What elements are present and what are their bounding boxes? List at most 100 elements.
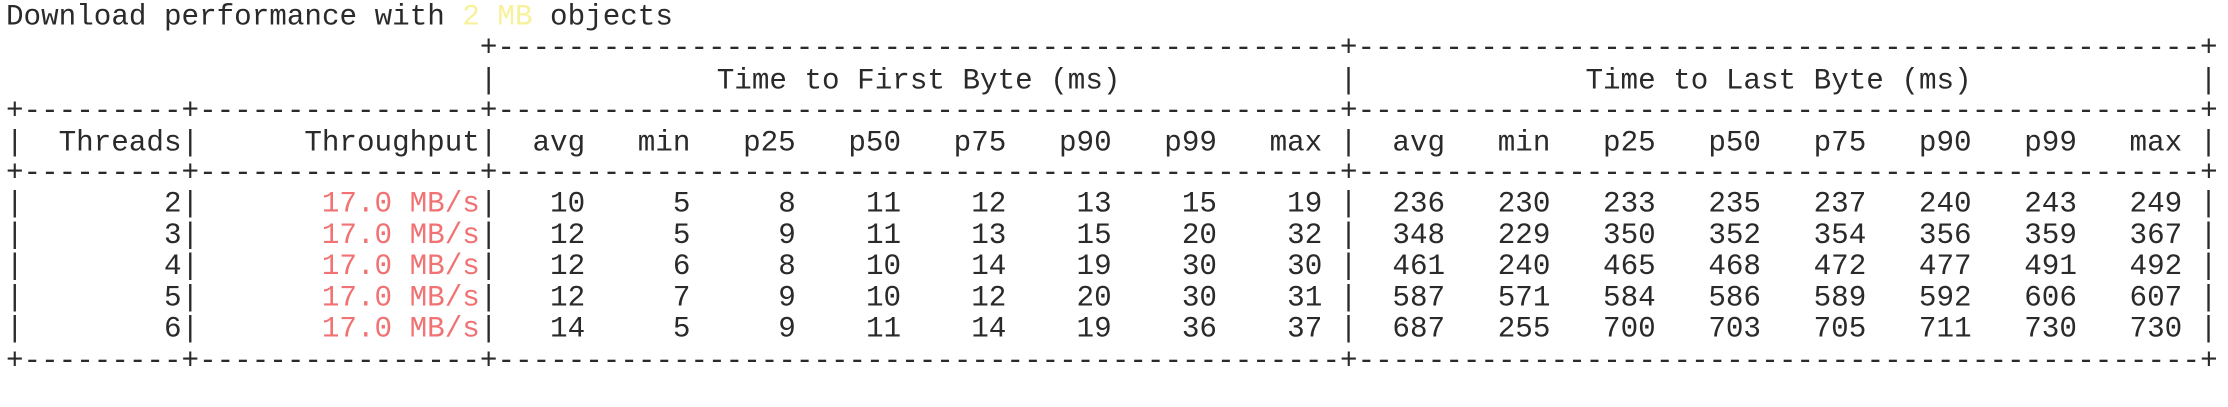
- table-cell: 11: [866, 219, 901, 252]
- table-cell: 705: [1814, 313, 1867, 346]
- column-separator: |: [6, 250, 24, 283]
- table-cell: 730: [2130, 313, 2183, 346]
- table-cell: 20: [1182, 219, 1217, 252]
- table-cell: 9: [778, 313, 796, 346]
- table-cell: 571: [1498, 281, 1551, 314]
- column-separator: |: [480, 127, 498, 160]
- throughput-cell: 17.0 MB/s: [322, 188, 480, 221]
- column-separator: |: [6, 188, 24, 221]
- table-cell: 15: [1077, 219, 1112, 252]
- table-cell: 236: [1392, 188, 1445, 221]
- table-cell: 10: [550, 188, 585, 221]
- table-cell: 6: [164, 313, 182, 346]
- table-cell: 492: [2130, 250, 2183, 283]
- table-cell: 32: [1287, 219, 1322, 252]
- table-cell: 11: [866, 188, 901, 221]
- table-cell: 255: [1498, 313, 1551, 346]
- table-cell: 14: [550, 313, 585, 346]
- table-cell: 8: [778, 250, 796, 283]
- table-cell: 249: [2130, 188, 2183, 221]
- column-separator: |: [6, 281, 24, 314]
- table-border: +---------+----------------+------------…: [6, 345, 2218, 378]
- column-separator: |: [182, 219, 200, 252]
- column-header: p99: [1164, 127, 1217, 160]
- table-cell: 586: [1708, 281, 1761, 314]
- table-cell: 6: [673, 250, 691, 283]
- table-cell: 12: [550, 219, 585, 252]
- table-cell: 243: [2024, 188, 2077, 221]
- table-cell: 730: [2024, 313, 2077, 346]
- table-cell: 9: [778, 281, 796, 314]
- table-cell: 230: [1498, 188, 1551, 221]
- table-cell: 9: [778, 219, 796, 252]
- group-header: Time to Last Byte (ms): [1585, 65, 1971, 98]
- column-separator: |: [2200, 250, 2218, 283]
- table-cell: 233: [1603, 188, 1656, 221]
- table-cell: 12: [550, 281, 585, 314]
- column-separator: |: [182, 281, 200, 314]
- column-header: max: [1270, 127, 1323, 160]
- table-cell: 14: [971, 313, 1006, 346]
- table-cell: 11: [866, 313, 901, 346]
- table-cell: 5: [673, 313, 691, 346]
- column-header: min: [1498, 127, 1551, 160]
- column-separator: |: [480, 250, 498, 283]
- table-cell: 468: [1708, 250, 1761, 283]
- table-cell: 12: [971, 188, 1006, 221]
- table-cell: 5: [673, 219, 691, 252]
- table-cell: 10: [866, 281, 901, 314]
- throughput-cell: 17.0 MB/s: [322, 281, 480, 314]
- column-header: avg: [1392, 127, 1445, 160]
- column-separator: |: [2200, 281, 2218, 314]
- column-separator: |: [480, 65, 498, 98]
- table-cell: 352: [1708, 219, 1761, 252]
- table-cell: 607: [2130, 281, 2183, 314]
- table-cell: 592: [1919, 281, 1972, 314]
- column-separator: |: [2200, 65, 2218, 98]
- column-separator: |: [1340, 65, 1358, 98]
- table-cell: 348: [1392, 219, 1445, 252]
- column-separator: |: [6, 219, 24, 252]
- column-header: p50: [1708, 127, 1761, 160]
- table-cell: 477: [1919, 250, 1972, 283]
- title-prefix: Download performance with: [6, 1, 445, 34]
- table-cell: 687: [1392, 313, 1445, 346]
- column-header: Threads: [59, 127, 182, 160]
- table-cell: 20: [1077, 281, 1112, 314]
- table-cell: 587: [1392, 281, 1445, 314]
- table-cell: 356: [1919, 219, 1972, 252]
- table-cell: 19: [1077, 250, 1112, 283]
- table-cell: 703: [1708, 313, 1761, 346]
- table-cell: 19: [1287, 188, 1322, 221]
- title-size: 2 MB: [462, 1, 532, 34]
- column-separator: |: [6, 313, 24, 346]
- table-cell: 30: [1287, 250, 1322, 283]
- column-header: Throughput: [304, 127, 480, 160]
- table-cell: 354: [1814, 219, 1867, 252]
- table-cell: 465: [1603, 250, 1656, 283]
- table-cell: 5: [164, 281, 182, 314]
- column-separator: |: [182, 313, 200, 346]
- table-cell: 8: [778, 188, 796, 221]
- table-border: +---------+----------------+------------…: [6, 157, 2218, 190]
- column-header: p90: [1059, 127, 1112, 160]
- column-header: p90: [1919, 127, 1972, 160]
- table-cell: 7: [673, 281, 691, 314]
- table-cell: 37: [1287, 313, 1322, 346]
- table-cell: 606: [2024, 281, 2077, 314]
- table-border: +---------+----------------+------------…: [6, 95, 2218, 128]
- table-cell: 589: [1814, 281, 1867, 314]
- throughput-cell: 17.0 MB/s: [322, 219, 480, 252]
- table-cell: 359: [2024, 219, 2077, 252]
- table-cell: 13: [1077, 188, 1112, 221]
- table-cell: 472: [1814, 250, 1867, 283]
- table-cell: 10: [866, 250, 901, 283]
- table-cell: 12: [971, 281, 1006, 314]
- throughput-cell: 17.0 MB/s: [322, 250, 480, 283]
- column-separator: |: [1340, 281, 1358, 314]
- table-cell: 5: [673, 188, 691, 221]
- table-cell: 13: [971, 219, 1006, 252]
- table-cell: 237: [1814, 188, 1867, 221]
